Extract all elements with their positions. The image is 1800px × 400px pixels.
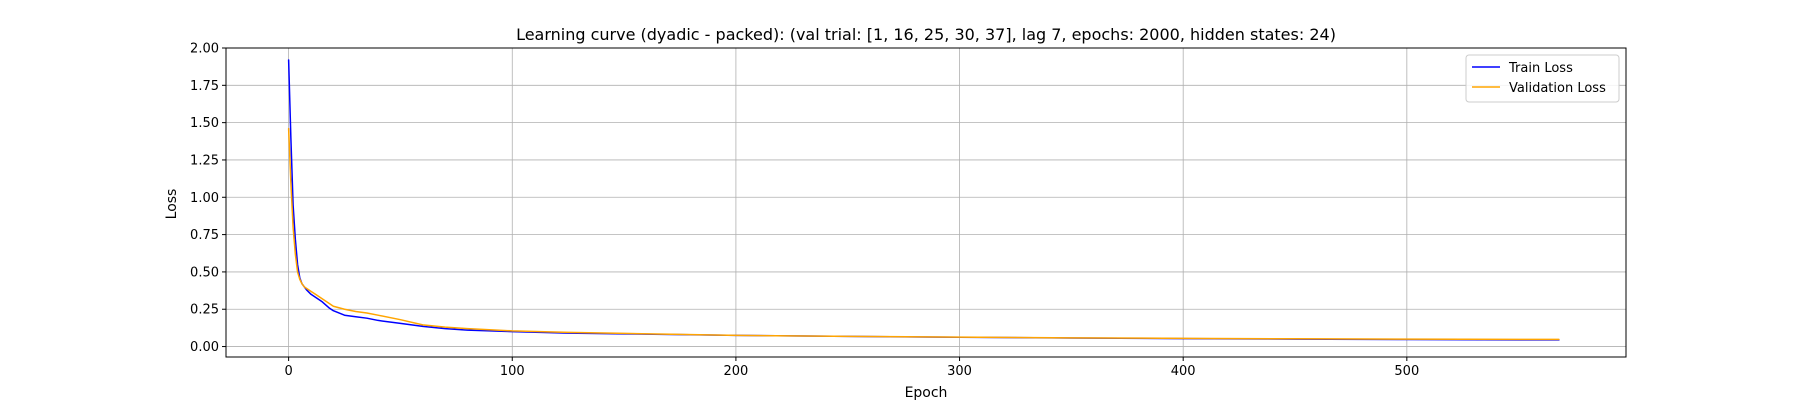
- x-tick-label: 300: [947, 364, 972, 379]
- y-tick-label: 1.50: [190, 116, 219, 131]
- y-tick-label: 1.25: [190, 153, 219, 168]
- y-tick-label: 0.75: [190, 228, 219, 243]
- x-tick-label: 0: [284, 364, 292, 379]
- series-lines: [287, 59, 1560, 341]
- x-tick-label: 200: [723, 364, 748, 379]
- legend-box: [1465, 54, 1620, 103]
- plot-frame: [225, 47, 1627, 358]
- x-tick-label: 500: [1394, 364, 1419, 379]
- legend-label-train-loss: Train Loss: [1508, 61, 1573, 76]
- legend-label-validation-loss: Validation Loss: [1509, 81, 1606, 96]
- y-axis-title: Loss: [164, 189, 180, 220]
- y-tick-label: 0.50: [190, 265, 219, 280]
- legend: Train Loss Validation Loss: [1465, 54, 1620, 103]
- y-tick-label: 1.00: [190, 191, 219, 206]
- chart-title: Learning curve (dyadic - packed): (val t…: [516, 25, 1336, 44]
- axis-ticks: 0 100 200 300 400 500 0.00 0.25 0.50 0.75 1.00 1.25…: [190, 42, 1419, 380]
- series-line-validation-loss: [287, 127, 1560, 341]
- x-tick-label: 100: [500, 364, 525, 379]
- y-tick-label: 1.75: [190, 79, 219, 94]
- x-tick-label: 400: [1171, 364, 1196, 379]
- y-tick-label: 2.00: [190, 42, 219, 57]
- y-tick-label: 0.25: [190, 303, 219, 318]
- y-tick-label: 0.00: [190, 340, 219, 355]
- x-axis-title: Epoch: [905, 385, 948, 400]
